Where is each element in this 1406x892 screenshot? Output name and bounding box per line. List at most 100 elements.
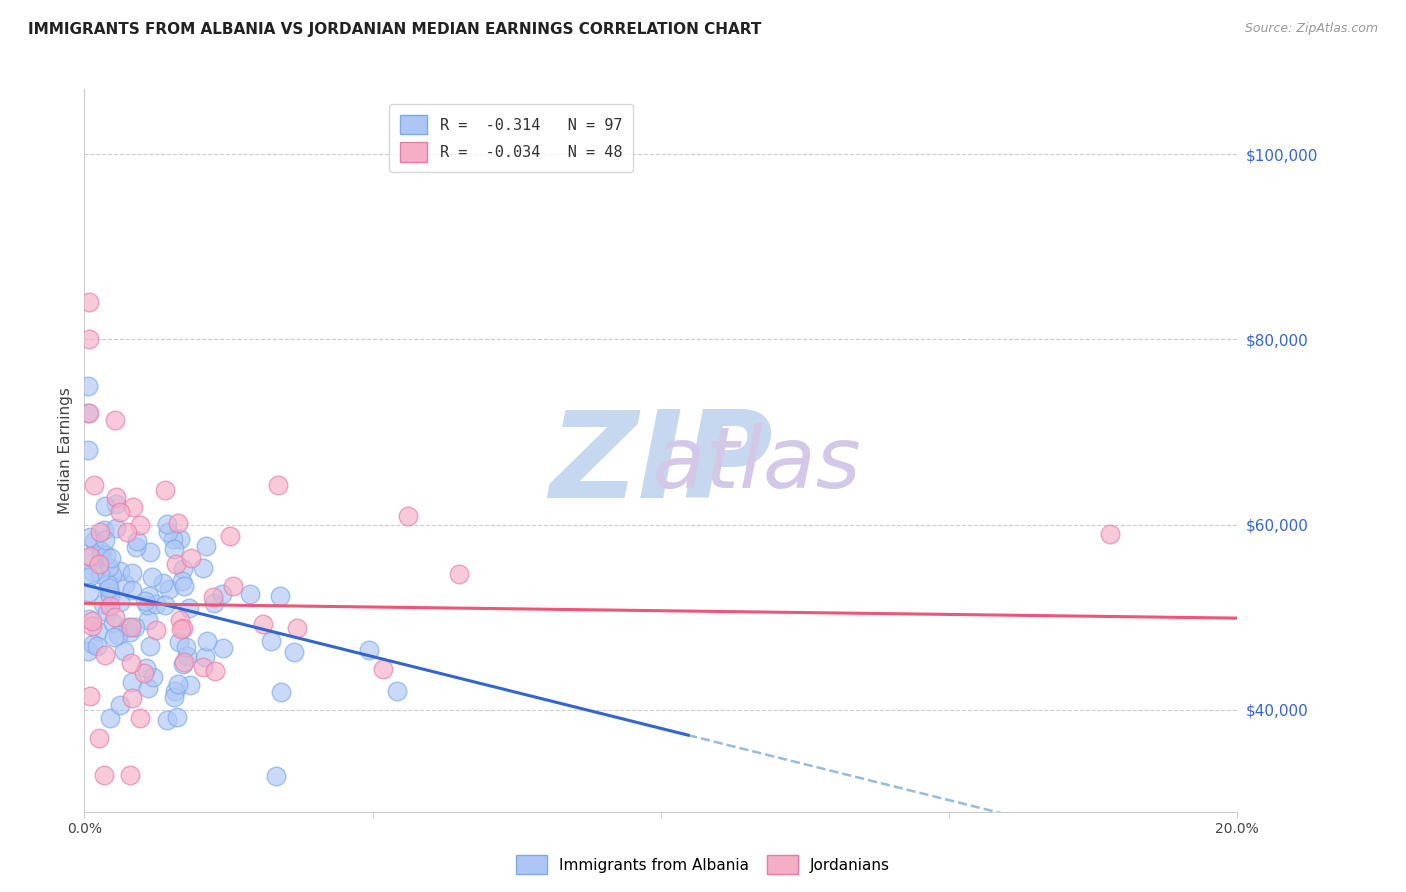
Y-axis label: Median Earnings: Median Earnings [58,387,73,514]
Point [167,635,190,649]
Point [177,601,200,615]
Point [129,711,152,725]
Point [112,644,135,658]
Point [165,558,187,572]
Point [195,634,218,648]
Point [110,698,132,713]
Point [101,616,124,631]
Point [139,545,162,559]
Point [89,524,111,539]
Text: ZIP: ZIP [548,407,773,524]
Point [136,613,159,627]
Text: Source: ZipAtlas.com: Source: ZipAtlas.com [1244,22,1378,36]
Point [122,500,145,515]
Point [120,620,142,634]
Point [1099,526,1122,541]
Point [135,598,157,612]
Point [77,585,100,599]
Point [157,524,180,539]
Point [82,618,104,632]
Point [77,612,100,626]
Point [98,585,121,599]
Point [79,689,101,703]
Point [108,564,131,578]
Point [121,566,143,581]
Point [79,332,101,346]
Point [371,662,394,676]
Point [128,518,150,533]
Point [252,616,274,631]
Point [176,649,198,664]
Point [120,625,142,640]
Point [169,533,191,547]
Point [270,685,292,699]
Text: atlas: atlas [461,424,860,507]
Point [83,478,105,492]
Point [79,550,101,565]
Point [104,490,127,504]
Point [172,621,194,635]
Point [98,589,121,603]
Point [163,542,186,557]
Point [96,606,118,620]
Point [79,530,101,544]
Point [86,639,108,653]
Point [212,640,235,655]
Point [82,565,104,579]
Point [124,540,146,554]
Point [222,579,245,593]
Point [141,570,163,584]
Point [166,516,188,530]
Point [104,521,127,535]
Point [283,645,305,659]
Point [87,731,110,745]
Point [77,443,100,458]
Point [163,690,186,704]
Point [79,549,101,563]
Point [449,566,471,581]
Point [142,670,165,684]
Point [139,639,162,653]
Point [172,562,194,576]
Point [121,583,143,598]
Point [93,767,115,781]
Point [173,579,195,593]
Point [387,684,409,698]
Point [145,597,167,611]
Point [87,624,110,638]
Point [90,544,112,558]
Point [153,483,176,498]
Point [97,560,120,574]
Point [193,659,215,673]
Point [138,590,160,604]
Point [115,524,138,539]
Point [77,406,100,420]
Point [155,598,177,612]
Point [396,508,419,523]
Point [134,593,156,607]
Point [121,690,143,705]
Point [98,582,121,596]
Point [127,534,149,549]
Point [107,628,129,642]
Point [152,576,174,591]
Point [104,497,127,511]
Point [135,661,157,675]
Point [202,597,225,611]
Point [103,631,125,645]
Point [79,570,101,584]
Point [97,577,120,591]
Point [264,769,287,783]
Point [104,610,127,624]
Point [91,597,114,611]
Point [357,643,380,657]
Point [114,577,136,591]
Point [110,595,132,609]
Point [194,539,217,553]
Point [79,406,101,420]
Text: IMMIGRANTS FROM ALBANIA VS JORDANIAN MEDIAN EARNINGS CORRELATION CHART: IMMIGRANTS FROM ALBANIA VS JORDANIAN MED… [28,22,762,37]
Point [157,582,180,596]
Point [83,533,105,548]
Point [179,678,201,692]
Point [163,683,186,698]
